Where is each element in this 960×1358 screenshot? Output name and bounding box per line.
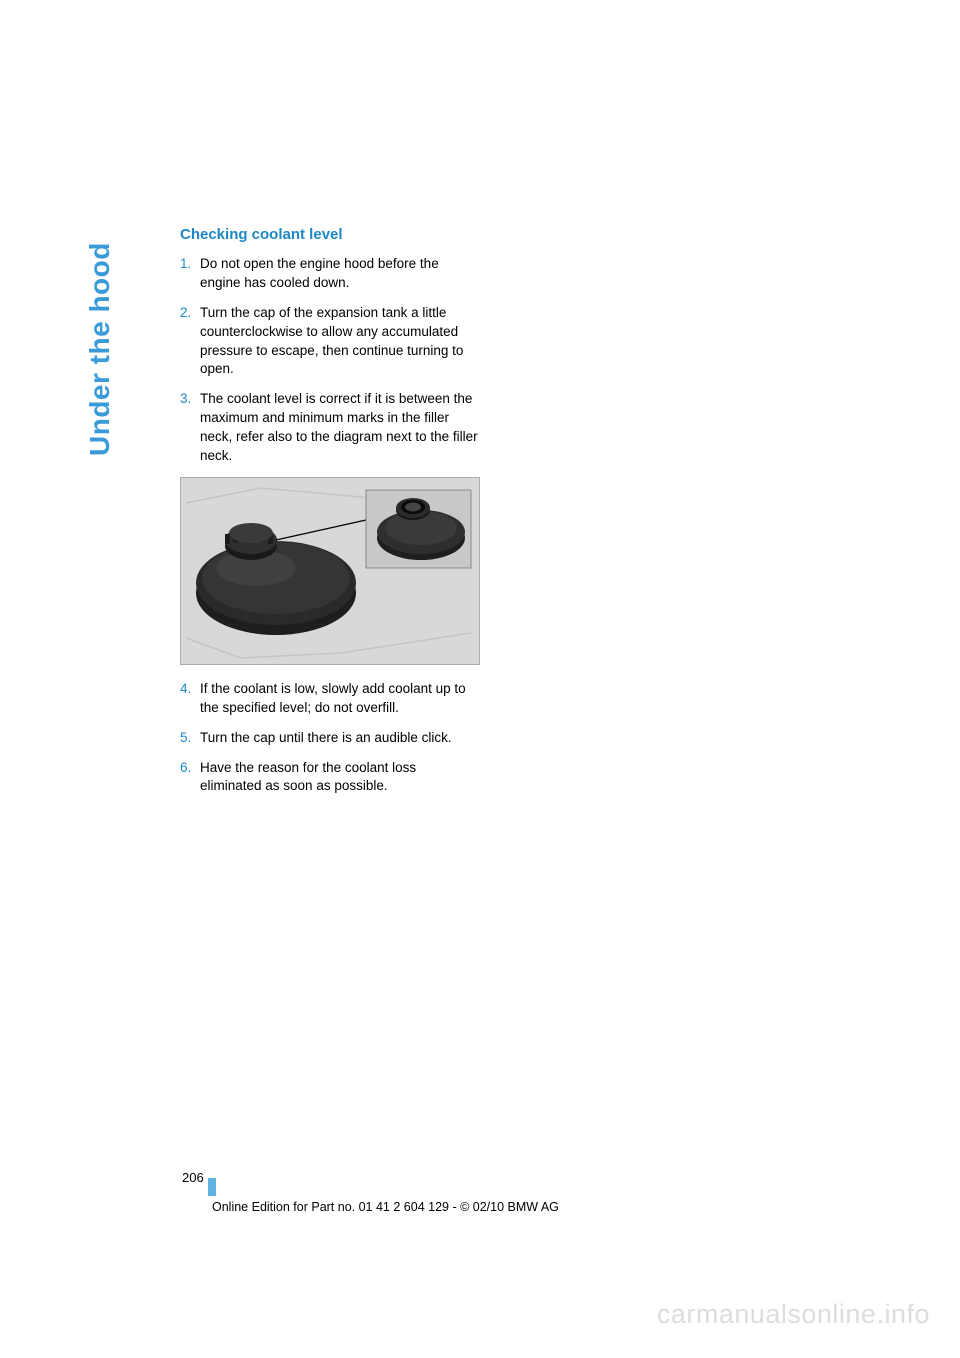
page-number-block: 206 [182,1178,218,1196]
step-item: 4. If the coolant is low, slowly add coo… [180,680,480,718]
step-item: 6. Have the reason for the coolant loss … [180,759,480,797]
step-number: 2. [180,304,200,380]
step-number: 5. [180,729,200,748]
section-heading: Checking coolant level [180,226,480,243]
step-text: Turn the cap of the expansion tank a lit… [200,304,480,380]
step-number: 4. [180,680,200,718]
page-marker [208,1178,216,1196]
step-text: Turn the cap until there is an audible c… [200,729,480,748]
main-content: Checking coolant level 1. Do not open th… [180,226,480,807]
step-item: 1. Do not open the engine hood before th… [180,255,480,293]
step-number: 3. [180,390,200,466]
step-text: Have the reason for the coolant loss eli… [200,759,480,797]
step-number: 1. [180,255,200,293]
step-item: 5. Turn the cap until there is an audibl… [180,729,480,748]
watermark: carmanualsonline.info [657,1299,930,1330]
step-number: 6. [180,759,200,797]
coolant-tank-diagram [180,477,480,665]
page-number: 206 [182,1170,204,1185]
step-text: Do not open the engine hood before the e… [200,255,480,293]
step-text: If the coolant is low, slowly add coolan… [200,680,480,718]
sidebar-section-label: Under the hood [84,242,116,456]
step-item: 3. The coolant level is correct if it is… [180,390,480,466]
step-item: 2. Turn the cap of the expansion tank a … [180,304,480,380]
footer-copyright: Online Edition for Part no. 01 41 2 604 … [212,1200,559,1214]
step-text: The coolant level is correct if it is be… [200,390,480,466]
